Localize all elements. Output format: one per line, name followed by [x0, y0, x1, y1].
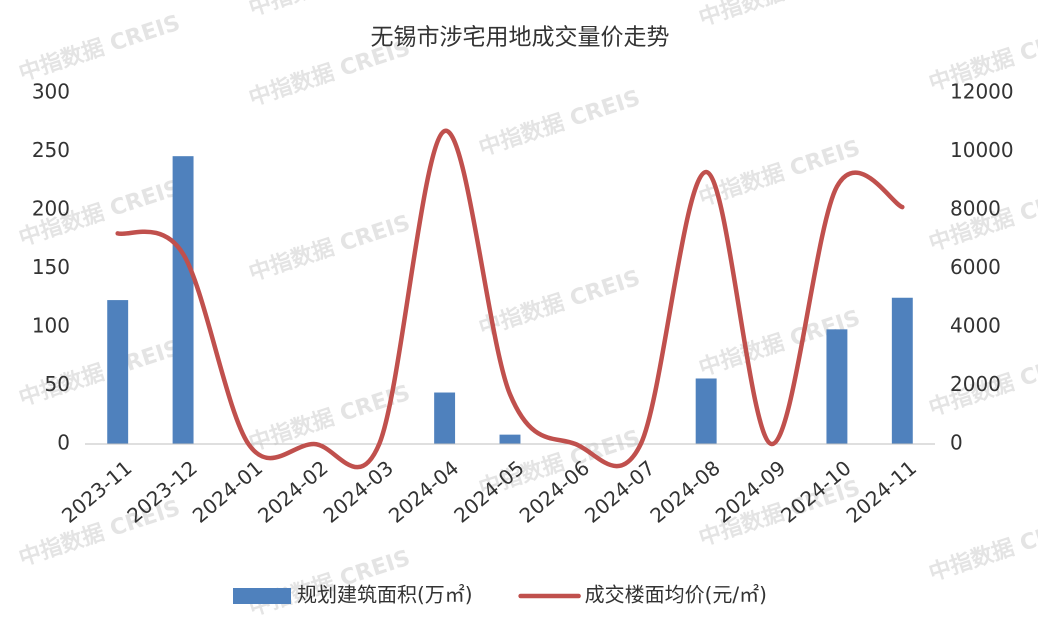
legend-label: 规划建筑面积(万㎡) — [297, 583, 473, 607]
y-tick-label: 100 — [32, 314, 70, 338]
y-tick-label: 250 — [32, 138, 70, 162]
y2-tick-label: 10000 — [950, 138, 1014, 162]
legend-swatch — [233, 588, 291, 604]
line-series — [115, 128, 905, 470]
y2-tick-label: 6000 — [950, 255, 1001, 279]
y-tick-label: 150 — [32, 255, 70, 279]
bar — [891, 297, 913, 444]
y-tick-label: 0 — [57, 431, 70, 455]
y2-tick-label: 8000 — [950, 197, 1001, 221]
bar — [499, 434, 521, 444]
y2-tick-label: 12000 — [950, 80, 1014, 104]
chart-title: 无锡市涉宅用地成交量价走势 — [371, 25, 670, 51]
y2-tick-label: 0 — [950, 431, 963, 455]
legend-label: 成交楼面均价(元/㎡) — [585, 583, 767, 607]
y-tick-label: 50 — [45, 372, 70, 396]
bar — [826, 329, 848, 444]
y-tick-label: 200 — [32, 197, 70, 221]
bar — [695, 378, 717, 444]
bar — [107, 300, 129, 444]
y2-tick-label: 4000 — [950, 314, 1001, 338]
bar — [434, 392, 456, 444]
y-tick-label: 300 — [32, 80, 70, 104]
bar — [172, 156, 194, 444]
y2-tick-label: 2000 — [950, 372, 1001, 396]
